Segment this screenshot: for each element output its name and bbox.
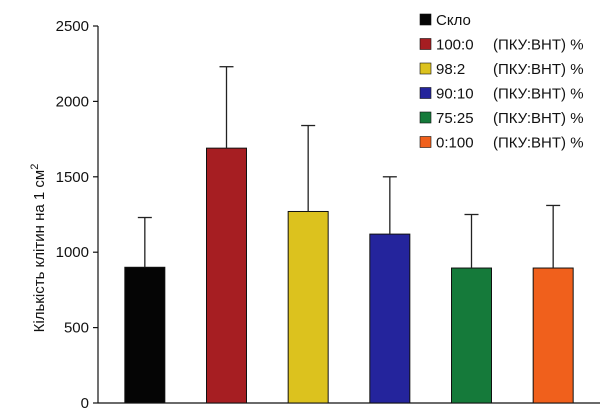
bar	[532, 267, 574, 404]
legend-suffix: (ПКУ:ВНТ) %	[493, 61, 584, 78]
legend-label: 75:25	[436, 110, 474, 127]
legend-swatch	[419, 111, 432, 124]
bar	[287, 210, 329, 404]
legend: Скло 100:0 (ПКУ:ВНТ) % 98:2 (ПКУ:ВНТ) % 90:10…	[419, 12, 584, 152]
y-tick-label: 0	[81, 395, 89, 411]
bar	[369, 233, 411, 404]
bar	[124, 266, 166, 404]
legend-suffix: (ПКУ:ВНТ) %	[493, 86, 584, 103]
y-axis-label-text: Кількість клітин на 1 см	[31, 170, 48, 333]
y-axis-label: Кількість клітин на 1 см2	[29, 164, 48, 333]
y-tick-label: 2500	[56, 18, 89, 35]
axes: 0 500 1000 1500 2000 2500	[56, 18, 600, 411]
legend-label: 0:100	[436, 135, 474, 152]
legend-label: 90:10	[436, 86, 474, 103]
legend-swatch	[419, 136, 432, 148]
y-tick-label: 500	[64, 320, 89, 337]
y-axis-label-superscript: 2	[29, 164, 41, 170]
legend-label: 98:2	[436, 61, 465, 78]
error-bars	[137, 66, 561, 269]
legend-label: Скло	[436, 12, 471, 29]
y-axis-label-group: Кількість клітин на 1 см2	[29, 164, 48, 333]
legend-swatch	[419, 38, 432, 50]
y-tick-label: 1000	[56, 244, 89, 261]
bar	[451, 267, 492, 404]
legend-suffix: (ПКУ:ВНТ) %	[493, 110, 584, 127]
bar	[206, 147, 247, 404]
legend-suffix: (ПКУ:ВНТ) %	[493, 135, 584, 152]
legend-swatch	[419, 13, 432, 26]
legend-swatch	[419, 87, 432, 99]
bars	[124, 147, 574, 404]
y-tick-label: 1500	[56, 169, 89, 186]
legend-swatch	[419, 62, 432, 75]
y-tick-label: 2000	[56, 93, 89, 110]
legend-suffix: (ПКУ:ВНТ) %	[493, 37, 584, 54]
legend-label: 100:0	[436, 37, 474, 54]
